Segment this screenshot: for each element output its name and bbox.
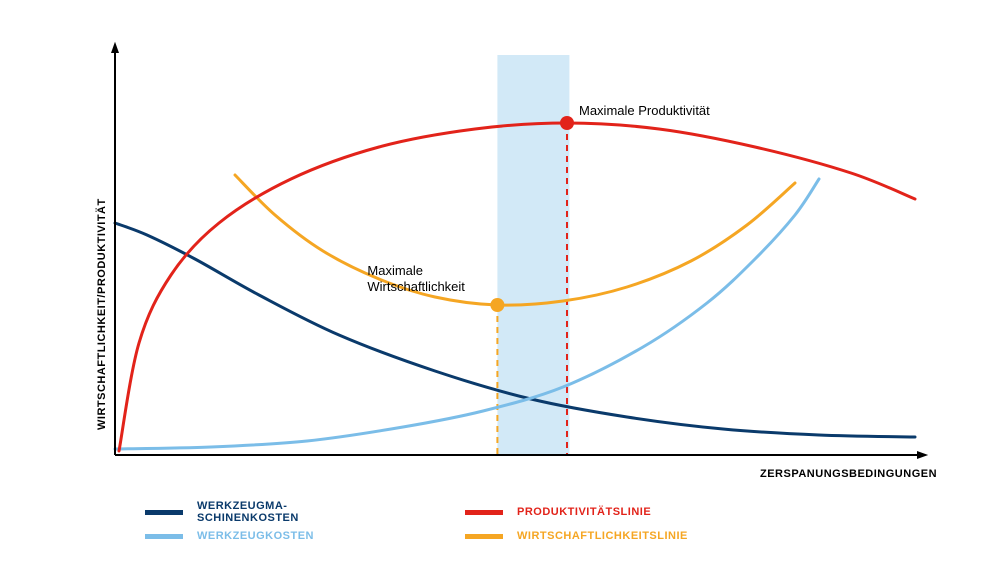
legend-item-machine-cost: WERKZEUGMA- SCHINENKOSTEN	[145, 500, 445, 524]
productivity-max-marker	[560, 116, 574, 130]
legend-item-tool-cost: WERKZEUGKOSTEN	[145, 530, 445, 542]
economy-max-label: Maximale Wirtschaftlichkeit	[367, 263, 465, 296]
productivity-max-label: Maximale Produktivität	[579, 103, 710, 119]
economy-productivity-chart	[0, 0, 1000, 575]
legend-label: WERKZEUGMA- SCHINENKOSTEN	[197, 500, 299, 524]
legend-item-productivity: PRODUKTIVITÄTSLINIE	[465, 500, 825, 524]
legend: WERKZEUGMA- SCHINENKOSTEN PRODUKTIVITÄTS…	[145, 500, 865, 542]
legend-swatch	[465, 534, 503, 539]
x-axis-arrow-icon	[917, 451, 928, 459]
legend-label: WERKZEUGKOSTEN	[197, 530, 314, 542]
y-axis-arrow-icon	[111, 42, 119, 53]
x-axis-label: ZERSPANUNGSBEDINGUNGEN	[760, 468, 937, 480]
curve-tool-cost	[115, 179, 819, 449]
optimal-band	[497, 55, 569, 455]
y-axis-label: WIRTSCHAFTLICHKEIT/PRODUKTIVITÄT	[96, 198, 108, 430]
legend-swatch	[145, 510, 183, 515]
economy-max-marker	[490, 298, 504, 312]
legend-swatch	[145, 534, 183, 539]
legend-label: PRODUKTIVITÄTSLINIE	[517, 506, 651, 518]
legend-swatch	[465, 510, 503, 515]
legend-label: WIRTSCHAFTLICHKEITSLINIE	[517, 530, 688, 542]
legend-item-economy: WIRTSCHAFTLICHKEITSLINIE	[465, 530, 825, 542]
